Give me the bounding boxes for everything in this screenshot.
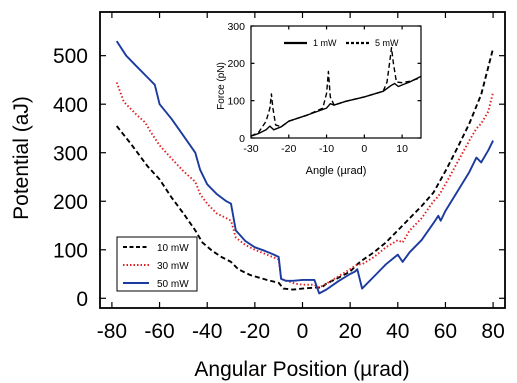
main-y-tick-label: 500 xyxy=(53,45,88,68)
inset-y-tick-label: 300 xyxy=(227,21,245,33)
inset-x-axis-label: Angle (µrad) xyxy=(306,165,367,177)
inset-x-tick-label: 10 xyxy=(396,143,408,155)
inset-legend: 1 mW 5 mW xyxy=(284,38,399,48)
inset-x-ticks: -30 -20 -10 0 10 xyxy=(243,26,408,155)
main-x-tick-label: 40 xyxy=(386,320,409,343)
main-y-tick-label: 0 xyxy=(76,288,88,311)
main-series-line-50-mw xyxy=(115,40,494,295)
main-y-axis-label: Potential (aJ) xyxy=(10,96,33,220)
inset-x-tick-label: 0 xyxy=(361,143,367,155)
main-x-tick-label: -40 xyxy=(192,320,222,343)
main-x-tick-label: 20 xyxy=(338,320,361,343)
inset-legend-label-1mw: 1 mW xyxy=(313,38,337,48)
main-x-tick-label: 80 xyxy=(481,320,504,343)
main-x-tick-label: -60 xyxy=(144,320,174,343)
main-y-tick-label: 400 xyxy=(53,94,88,117)
legend-label-30mw: 30 mW xyxy=(157,261,189,272)
main-x-axis-label: Angular Position (µrad) xyxy=(194,358,409,381)
inset-series-line-1-mw xyxy=(250,75,422,137)
inset-y-tick-label: 200 xyxy=(227,58,245,70)
main-x-tick-label: 60 xyxy=(434,320,457,343)
main-series-group xyxy=(115,40,495,295)
inset-series-group xyxy=(250,47,422,137)
legend-label-10mw: 10 mW xyxy=(157,243,189,254)
inset-y-axis-label: Force (pN) xyxy=(216,62,227,110)
inset-x-tick-label: -10 xyxy=(319,143,334,155)
inset-x-tick-label: -30 xyxy=(243,143,258,155)
inset-y-tick-label: 100 xyxy=(227,95,245,107)
main-y-tick-label: 300 xyxy=(53,142,88,165)
inset-x-tick-label: -20 xyxy=(281,143,296,155)
main-series-line-10-mw xyxy=(115,48,495,291)
inset-legend-label-5mw: 5 mW xyxy=(375,38,399,48)
main-x-tick-label: -20 xyxy=(240,320,270,343)
main-x-ticks: -80 -60 -40 -20 0 20 40 60 80 xyxy=(97,12,505,343)
main-y-tick-label: 200 xyxy=(53,191,88,214)
main-x-tick-label: -80 xyxy=(97,320,127,343)
inset-y-tick-label: 0 xyxy=(239,133,245,145)
inset-plot-frame xyxy=(250,25,422,139)
main-x-tick-label: 0 xyxy=(297,320,309,343)
main-y-tick-label: 100 xyxy=(53,239,88,262)
main-legend: 10 mW 30 mW 50 mW xyxy=(116,236,198,292)
legend-label-50mw: 50 mW xyxy=(157,279,189,290)
inset-y-ticks: 0 100 200 300 xyxy=(227,21,421,145)
inset-chart: -30 -20 -10 0 10 0 100 200 300 Angle (µrad) For… xyxy=(216,21,422,177)
inset-series-line-5-mw xyxy=(250,47,422,137)
